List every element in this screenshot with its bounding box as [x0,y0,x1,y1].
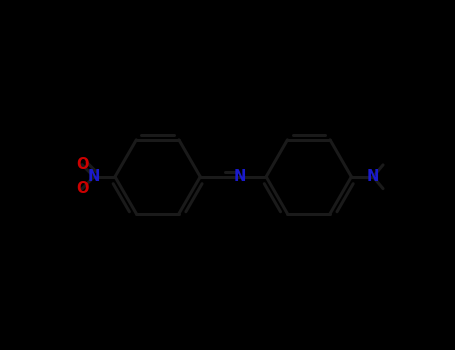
Text: N: N [233,169,246,184]
Text: O: O [76,181,88,196]
Text: N: N [88,169,100,184]
Text: N: N [367,169,379,184]
Text: O: O [76,157,88,172]
